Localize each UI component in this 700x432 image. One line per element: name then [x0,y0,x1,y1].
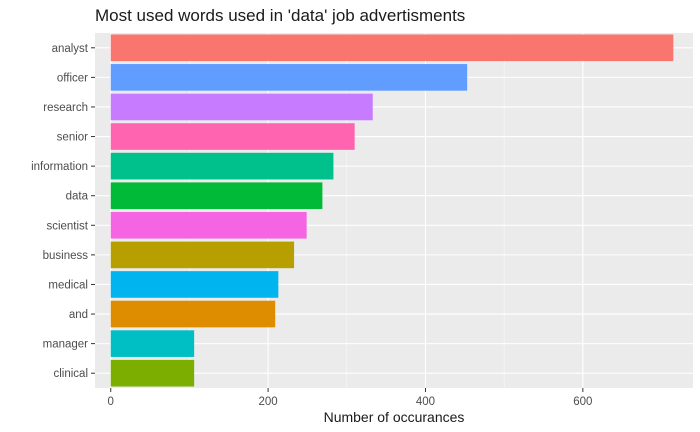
bar-senior [110,123,355,150]
y-tick-label: information [31,161,88,173]
bar-officer [110,64,468,91]
bar-research [110,93,373,121]
bar-information [110,152,334,180]
bar-data [110,182,323,210]
y-tick-label: research [43,102,88,114]
y-tick-label: senior [57,132,88,144]
panel-background [95,33,693,388]
x-tick-label: 600 [573,396,592,408]
bar-clinical [110,359,195,387]
chart-title: Most used words used in 'data' job adver… [95,6,466,25]
x-axis-title: Number of occurances [324,409,465,425]
y-tick-label: medical [48,279,88,291]
x-tick-label: 400 [416,396,435,408]
bar-medical [110,271,279,298]
y-tick-label: scientist [46,220,88,232]
y-tick-label: business [43,250,89,262]
bar-business [110,241,295,269]
y-tick-label: manager [43,339,89,351]
bar-analyst [110,34,674,62]
y-tick-label: clinical [53,368,88,380]
y-tick-label: data [66,191,89,203]
bar-and [110,300,276,328]
y-tick-label: and [69,309,88,321]
bar-scientist [110,211,307,239]
y-tick-label: officer [57,72,88,84]
x-tick-label: 0 [108,396,114,408]
bar-manager [110,330,195,357]
y-tick-label: analyst [52,43,89,55]
x-tick-label: 200 [259,396,278,408]
